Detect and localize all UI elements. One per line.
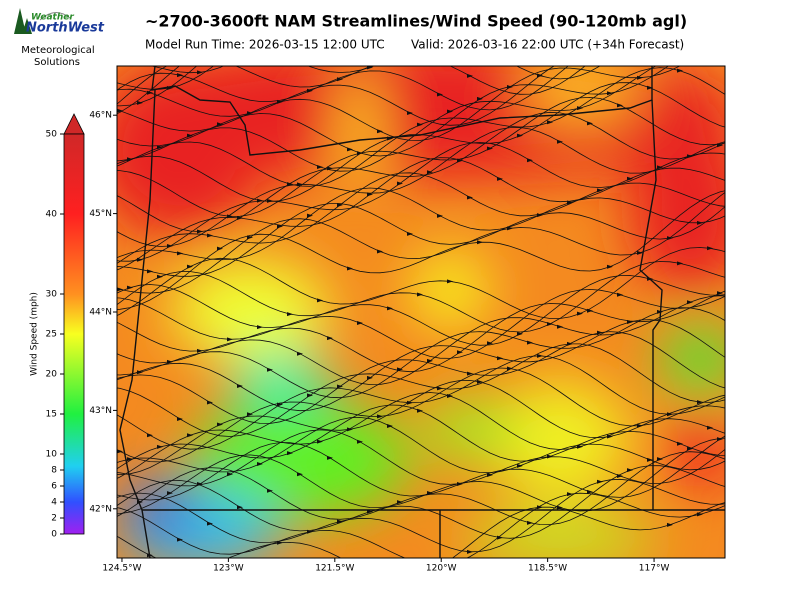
colorbar-tick-label: 8 [51, 466, 57, 476]
y-tick-label: 42°N [89, 504, 112, 514]
model-run: Model Run Time: 2026-03-15 12:00 UTC [145, 38, 385, 52]
stream-arrow [97, 58, 103, 62]
streamline [117, 502, 725, 558]
colorbar-tick-label: 50 [46, 130, 58, 140]
stream-arrow [397, 53, 403, 57]
x-tick-label: 124.5°W [102, 564, 141, 574]
colorbar [63, 133, 85, 535]
streamline [117, 465, 725, 539]
colorbar-tick-label: 40 [46, 210, 58, 220]
colorbar-tick-label: 10 [46, 450, 58, 460]
stream-arrow [107, 271, 113, 275]
streamline [117, 275, 725, 346]
streamline [117, 127, 725, 247]
streamline [117, 247, 725, 319]
colorbar-tick-label: 30 [46, 290, 58, 300]
colorbar-tick-label: 4 [51, 498, 57, 508]
colorbar-extend [63, 113, 85, 135]
logo: Weather NorthWest Meteorological Solutio… [14, 8, 105, 68]
colorbar-tick-label: 20 [46, 370, 58, 380]
colorbar-tick-label: 0 [51, 530, 57, 540]
title: ~2700-3600ft NAM Streamlines/Wind Speed … [145, 12, 687, 31]
colorbar-tick-label: 6 [51, 482, 57, 492]
stream-arrow [107, 380, 113, 384]
streamline [117, 492, 725, 558]
stream-arrow [97, 170, 103, 174]
logo-name: NorthWest [26, 21, 105, 36]
streamline [117, 295, 725, 386]
y-tick-label: 44°N [89, 308, 112, 318]
stream-arrow [737, 410, 743, 414]
stream-arrow [727, 205, 733, 209]
streamline [117, 392, 725, 479]
stream-arrow [687, 20, 693, 24]
streamline [117, 404, 725, 470]
stream-arrow [497, 55, 503, 59]
stream-arrow [227, 54, 233, 58]
colorbar-label: Wind Speed (mph) [30, 292, 40, 376]
streamline [117, 416, 725, 474]
x-tick-label: 121.5°W [315, 564, 354, 574]
x-tick-label: 120°W [426, 564, 457, 574]
stream-arrow [727, 387, 733, 391]
logo-top: Weather [31, 13, 74, 23]
streamline [117, 261, 725, 333]
streamline [117, 141, 725, 262]
stream-arrow [707, 52, 713, 56]
streamline [117, 157, 725, 271]
streamline [117, 67, 725, 187]
y-tick-label: 46°N [89, 111, 112, 121]
x-tick-label: 117°W [639, 564, 670, 574]
logo-line: Meteorological [21, 45, 94, 56]
stream-arrow [597, 52, 603, 56]
streamline [117, 319, 725, 412]
streamline [100, 0, 740, 66]
stream-arrow [717, 9, 723, 13]
stream-arrow [737, 36, 743, 40]
x-tick-label: 118.5°W [528, 564, 567, 574]
colorbar-tick-label: 15 [46, 410, 57, 420]
stream-arrow [517, 0, 523, 2]
wind-field [97, 0, 743, 580]
streamline [117, 437, 725, 515]
stream-arrow [407, 576, 413, 580]
streamline [117, 66, 681, 141]
streamline [117, 190, 725, 310]
stream-arrow [127, 47, 133, 51]
stream-arrow [207, 56, 213, 60]
stream-arrow [737, 187, 743, 191]
y-tick-label: 43°N [89, 406, 112, 416]
logo-line: Solutions [34, 57, 80, 68]
colorbar-tick-label: 25 [46, 330, 57, 340]
stream-arrow [727, 25, 733, 29]
streamline [117, 478, 725, 553]
streamline [117, 451, 725, 526]
borders [119, 66, 725, 558]
stream-arrow [667, 60, 673, 64]
stream-arrow [697, 43, 703, 47]
stream-arrow [97, 297, 103, 301]
streamline [117, 429, 725, 487]
streamline [117, 331, 725, 424]
streamline [117, 66, 215, 90]
streamline [117, 66, 657, 172]
stream-arrow [727, 501, 733, 505]
streamline [117, 66, 569, 111]
colorbar-tick-label: 2 [51, 514, 57, 524]
stream-arrow [587, 2, 593, 6]
streamline [117, 307, 725, 399]
streamline [117, 379, 725, 476]
streamline [117, 203, 725, 277]
streamline [117, 66, 555, 126]
valid-time: Valid: 2026-03-16 22:00 UTC (+34h Foreca… [411, 38, 684, 52]
y-tick-label: 45°N [89, 209, 112, 219]
stream-arrow [97, 470, 103, 474]
stream-arrow [657, 31, 663, 35]
streamline [117, 288, 725, 359]
streamline [117, 172, 725, 264]
x-tick-label: 123°W [213, 564, 244, 574]
streamline [117, 96, 725, 217]
